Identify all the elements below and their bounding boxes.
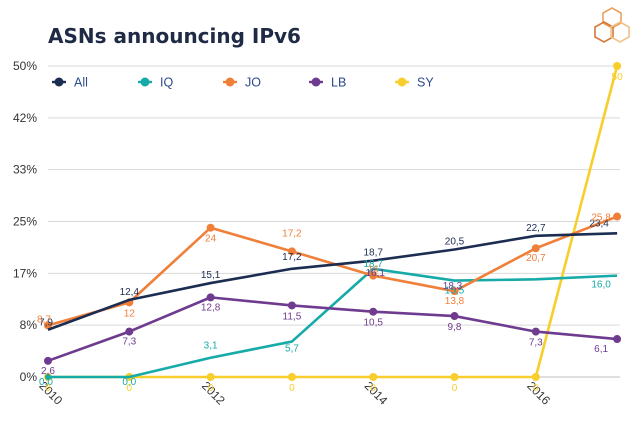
data-point xyxy=(450,373,459,381)
data-label: 0,0 xyxy=(39,377,53,388)
x-tick-label: 2016 xyxy=(524,379,553,408)
x-axis-ticks: 2010 2012 2014 2016 xyxy=(36,379,553,408)
data-point xyxy=(45,374,51,380)
data-point xyxy=(613,212,622,221)
data-label: 0 xyxy=(452,383,458,394)
series-line-lb xyxy=(47,296,618,363)
data-point xyxy=(369,307,378,316)
data-point xyxy=(287,373,296,381)
data-point xyxy=(613,335,622,344)
series-line-all xyxy=(47,232,618,331)
legend-label: LB xyxy=(331,76,346,90)
data-point xyxy=(125,327,134,336)
legend-marker xyxy=(311,77,321,87)
data-label: 9,8 xyxy=(448,322,462,333)
data-label: 0 xyxy=(289,383,295,394)
legend: All IQ JO LB SY xyxy=(52,76,434,90)
data-point xyxy=(44,356,52,365)
data-label: 17,2 xyxy=(282,228,302,239)
data-label: 18,7 xyxy=(363,248,383,259)
legend-marker xyxy=(54,77,64,87)
data-label: 10,5 xyxy=(363,318,383,329)
data-label: 0 xyxy=(127,383,133,394)
data-label: 0 xyxy=(533,383,539,394)
data-label: 7,3 xyxy=(529,338,543,349)
y-tick-label: 42% xyxy=(13,111,37,125)
data-label: 24 xyxy=(205,234,217,245)
logo-icon xyxy=(594,7,630,43)
data-point xyxy=(44,321,52,330)
data-point xyxy=(450,312,459,321)
data-label: 25,8 xyxy=(591,213,611,224)
data-label: 23,4 xyxy=(589,218,609,229)
data-point xyxy=(206,293,215,302)
data-label: 16,0 xyxy=(591,280,611,291)
data-point xyxy=(531,327,540,336)
data-label: 13,8 xyxy=(445,296,465,307)
legend-marker xyxy=(140,77,150,87)
y-tick-label: 25% xyxy=(13,215,37,229)
data-label: 50 xyxy=(612,72,624,83)
data-label: 16 xyxy=(368,265,380,276)
data-point xyxy=(206,223,215,232)
y-tick-label: 50% xyxy=(13,59,37,73)
data-point xyxy=(369,373,378,381)
legend-label: All xyxy=(74,76,88,90)
data-point xyxy=(206,373,215,381)
y-axis-ticks: 0% 8% 17% 25% 33% 42% 50% xyxy=(13,59,37,384)
data-point xyxy=(369,271,378,280)
data-labels: 7,9 12,4 15,1 17,2 18,7 20,5 22,7 23,4 0,0 0,0 3,1… xyxy=(37,72,623,394)
legend-marker xyxy=(225,77,235,87)
data-label: 6,1 xyxy=(594,344,608,355)
x-tick-label: 2012 xyxy=(199,379,228,408)
data-label: 12 xyxy=(124,308,136,319)
data-label: 18,3 xyxy=(443,281,463,292)
data-point xyxy=(613,62,622,70)
data-label: 12,8 xyxy=(201,302,221,313)
data-label: 11,5 xyxy=(283,311,302,322)
data-label: 7,3 xyxy=(122,337,136,348)
data-label: 16,1 xyxy=(365,268,385,279)
series-line-sy xyxy=(48,65,619,379)
legend-label: JO xyxy=(245,76,261,90)
series-lines xyxy=(44,62,622,381)
data-label: 22,7 xyxy=(526,223,546,234)
y-tick-label: 17% xyxy=(13,266,37,280)
data-label: 18,7 xyxy=(363,259,383,270)
data-point xyxy=(287,247,296,256)
legend-label: IQ xyxy=(160,76,173,90)
data-label: 20,7 xyxy=(526,253,546,264)
x-tick-label: 2014 xyxy=(362,379,391,408)
legend-label: SY xyxy=(417,76,434,90)
data-label: 7,9 xyxy=(39,318,53,329)
data-label: 15,1 xyxy=(201,270,221,281)
data-label: 15,5 xyxy=(445,286,465,297)
series-line-iq xyxy=(48,267,618,379)
data-label: 0 xyxy=(208,383,214,394)
data-label: 3,1 xyxy=(204,341,218,352)
data-label: 20,5 xyxy=(445,236,465,247)
data-point xyxy=(531,373,540,381)
data-label: 12,4 xyxy=(120,287,140,298)
data-point xyxy=(287,301,296,310)
data-label: 0 xyxy=(45,383,51,394)
y-tick-label: 8% xyxy=(20,318,38,332)
y-tick-label: 33% xyxy=(13,163,37,177)
data-point xyxy=(531,244,540,253)
data-label: 0,0 xyxy=(122,377,136,388)
data-label: 0 xyxy=(370,383,376,394)
data-label: 2,6 xyxy=(41,366,55,377)
data-point xyxy=(450,287,459,296)
y-tick-label: 0% xyxy=(20,370,38,384)
legend-marker xyxy=(397,77,407,87)
data-label: 8,7 xyxy=(37,314,51,325)
data-label: 17,2 xyxy=(282,252,302,263)
data-label: 5,7 xyxy=(285,344,299,355)
chart-title: ASNs announcing IPv6 xyxy=(48,24,301,48)
